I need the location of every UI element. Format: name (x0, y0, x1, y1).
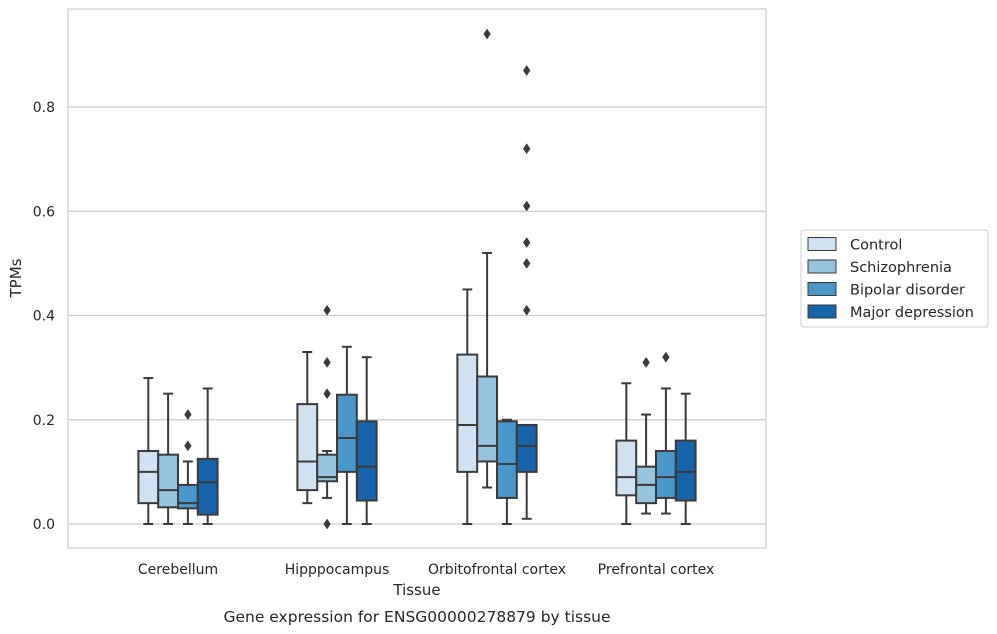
legend: Control Schizophrenia Bipolar disorder Majo… (800, 229, 989, 328)
y-axis-ticks: 0.0 0.2 0.4 0.6 0.8 (33, 100, 55, 533)
x-axis-ticks: Cerebellum Hipppocampus Orbitofrontal cort… (138, 562, 714, 578)
box-major-depression (355, 356, 378, 525)
box-iqr (515, 423, 538, 473)
outlier-point (642, 356, 650, 368)
legend-swatch (807, 282, 837, 296)
box-iqr (476, 375, 499, 463)
box-iqr (355, 420, 378, 502)
box-control (615, 382, 638, 525)
box-control (137, 377, 160, 525)
y-tick-label: 0.4 (33, 309, 55, 325)
box-schizophrenia (476, 28, 499, 489)
legend-swatch (807, 259, 837, 274)
outlier-point (483, 28, 491, 40)
box-control (296, 350, 319, 505)
outlier-point (323, 388, 331, 400)
outlier-point (522, 65, 531, 76)
grid-lines (68, 106, 766, 525)
x-tick-label: Orbitofrontal cortex (428, 562, 566, 578)
y-tick-label: 0.0 (33, 517, 55, 533)
legend-label: Schizophrenia (850, 260, 952, 276)
x-tick-label: Cerebellum (138, 562, 218, 578)
box-schizophrenia (316, 304, 339, 530)
box-bipolar-disorder (336, 345, 358, 525)
box-bipolar-disorder (655, 351, 677, 515)
y-tick-label: 0.6 (33, 204, 55, 220)
legend-frame (800, 229, 989, 328)
box-iqr (137, 450, 160, 505)
box-major-depression (196, 387, 219, 525)
box-major-depression (515, 65, 538, 520)
outlier-point (662, 351, 670, 363)
box-plot-area (137, 28, 697, 530)
x-tick-label: Hipppocampus (285, 562, 390, 578)
chart-caption: Gene expression for ENSG00000278879 by t… (223, 608, 610, 626)
box-bipolar-disorder (177, 409, 199, 525)
plot-frame (67, 8, 767, 549)
outlier-point (522, 304, 531, 316)
outlier-point (522, 237, 531, 248)
y-axis-title: TPMs (7, 258, 25, 298)
outlier-point (323, 518, 331, 530)
outlier-point (522, 143, 531, 155)
outlier-point (522, 200, 531, 212)
box-bipolar-disorder (496, 418, 518, 525)
box-iqr (456, 353, 479, 473)
x-axis-title: Tissue (392, 581, 440, 599)
box-control (456, 288, 479, 525)
outlier-point (323, 304, 331, 316)
box-major-depression (674, 392, 697, 525)
outlier-point (323, 356, 331, 368)
box-iqr (655, 450, 677, 499)
box-schizophrenia (157, 392, 179, 525)
y-tick-label: 0.2 (33, 413, 55, 429)
box-iqr (296, 403, 319, 492)
outlier-point (522, 257, 531, 269)
outlier-point (184, 440, 192, 452)
x-tick-label: Prefrontal cortex (598, 562, 715, 578)
box-iqr (615, 439, 638, 497)
legend-label: Bipolar disorder (850, 283, 965, 299)
box-iqr (196, 457, 219, 516)
box-iqr (336, 393, 358, 473)
legend-label: Major depression (850, 305, 974, 321)
box-iqr (496, 420, 518, 499)
y-tick-label: 0.8 (33, 100, 55, 116)
legend-swatch (807, 237, 837, 251)
box-iqr (157, 453, 179, 509)
box-schizophrenia (635, 356, 658, 515)
outlier-point (184, 409, 192, 420)
box-iqr (177, 483, 199, 510)
box-iqr (674, 439, 697, 502)
legend-swatch (807, 304, 837, 319)
legend-label: Control (850, 238, 902, 254)
